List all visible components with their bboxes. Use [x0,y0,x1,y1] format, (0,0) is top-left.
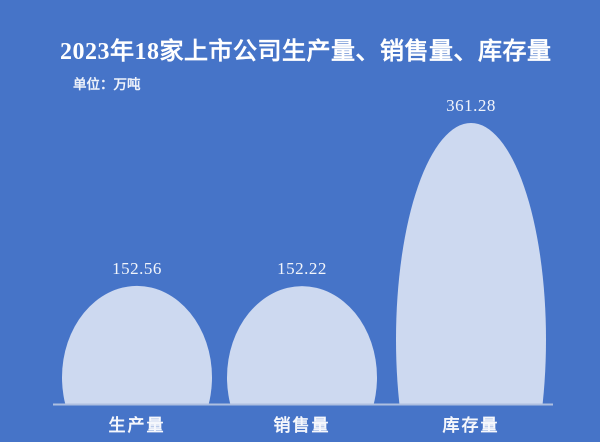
value-label-production: 152.56 [112,258,162,278]
dome-production [62,285,212,405]
chart-title: 2023年18家上市公司生产量、销售量、库存量 [60,39,552,65]
category-label-sales: 销售量 [273,416,331,435]
unit-label: 单位：万吨 [73,77,141,92]
category-label-inventory: 库存量 [442,416,500,435]
value-label-sales: 152.22 [277,259,327,279]
dome-sales [227,286,377,405]
category-label-production: 生产量 [108,416,166,435]
dome-inventory [396,123,546,405]
value-label-inventory: 361.28 [446,96,496,115]
